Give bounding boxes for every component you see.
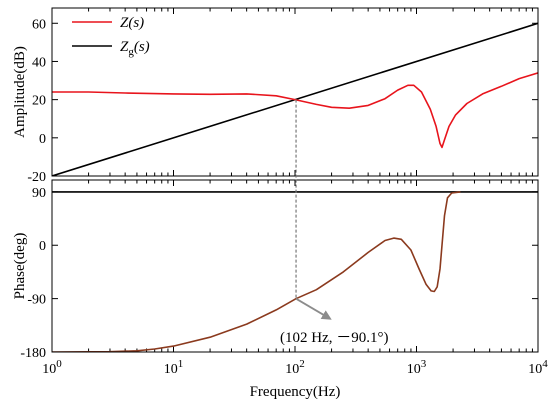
x-tick-label: 102 (285, 358, 305, 377)
legend-label: Z(s) (120, 15, 144, 31)
annotation-label: (102 Hz, －90.1°) (280, 330, 388, 346)
crossover-annotation: (102 Hz, －90.1°) (280, 297, 388, 346)
x-tick-label: 104 (528, 358, 548, 377)
amplitude-series (52, 22, 538, 176)
y-tick-label: 20 (32, 94, 46, 109)
amplitude-ticks: -20 0 20 40 60 (27, 8, 538, 185)
y-tick-label: 0 (39, 239, 46, 254)
phase-axis-title: Phase(deg) (12, 233, 28, 300)
y-tick-label: -20 (27, 170, 46, 185)
x-tick-label: 103 (407, 358, 427, 377)
phase-frame (51, 179, 539, 353)
y-tick-label: -90 (27, 293, 46, 308)
y-tick-label: 40 (32, 55, 46, 70)
phase-panel: -180 -90 0 90 (102 Hz, －90.1°) (20, 179, 539, 361)
frequency-tick-labels: 100 101 102 103 104 (42, 358, 548, 377)
phase-ticks: -180 -90 0 90 (20, 180, 538, 361)
x-tick-label: 100 (42, 358, 62, 377)
y-tick-label: 90 (32, 186, 46, 201)
legend-label: Zg(s) (120, 39, 150, 58)
z-amplitude-line (52, 72, 538, 149)
amplitude-axis-title: Amplitude(dB) (12, 46, 28, 138)
amplitude-panel: -20 0 20 40 60 Z(s) Zg(s) (27, 7, 539, 185)
z-phase-line (52, 191, 461, 352)
amplitude-legend: Z(s) Zg(s) (72, 15, 150, 58)
phase-series (52, 191, 538, 352)
x-tick-label: 101 (164, 358, 184, 377)
annotation-arrow (295, 297, 332, 320)
y-tick-label: 0 (39, 132, 46, 147)
amplitude-frame (51, 7, 539, 177)
y-tick-label: -180 (20, 346, 46, 361)
frequency-axis-title: Frequency(Hz) (250, 384, 341, 400)
y-tick-label: 60 (32, 17, 46, 32)
